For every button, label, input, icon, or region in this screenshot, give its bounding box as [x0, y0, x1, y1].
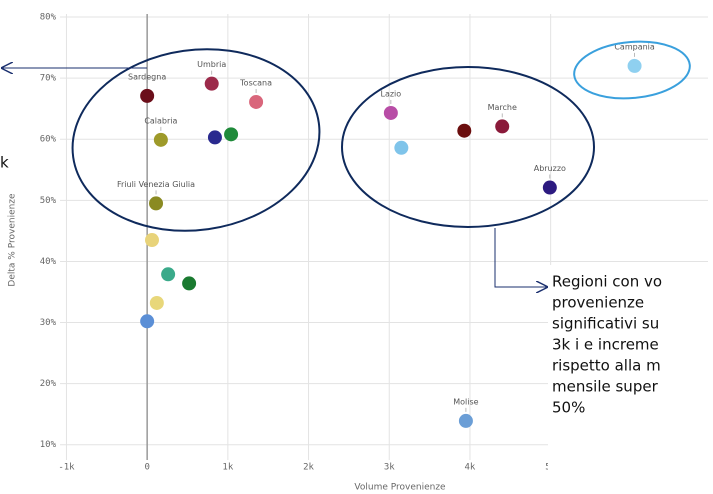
ellipse: [71, 48, 321, 232]
x-tick-label: 0: [144, 463, 149, 473]
y-tick-label: 10%: [40, 440, 57, 450]
point: [149, 196, 164, 211]
point: [140, 314, 155, 329]
annotation-line: 3k i e increme: [552, 336, 659, 354]
annotation-line: mensile super: [552, 378, 659, 396]
y-tick-label: 20%: [40, 379, 57, 389]
arrow: [494, 228, 547, 287]
point-label: Friuli Venezia Giulia: [117, 180, 195, 189]
point-label: Campania: [614, 42, 655, 51]
point: [495, 119, 510, 134]
point: [458, 413, 473, 428]
point-label: Marche: [488, 103, 517, 112]
point: [140, 88, 155, 103]
point: [394, 140, 409, 155]
point: [627, 58, 642, 73]
point: [153, 132, 168, 147]
x-tick-label: 1k: [222, 463, 233, 473]
point-label: Sardegna: [128, 72, 166, 81]
point-label: Toscana: [239, 78, 272, 87]
y-tick-label: 70%: [40, 74, 57, 84]
annotation-line: rispetto alla m: [552, 357, 661, 375]
points: Sardegna Umbria Toscana Calabria Friuli Vene…: [117, 42, 655, 428]
y-tick-label: 50%: [40, 196, 57, 206]
point: [224, 127, 239, 142]
x-tick-label: 4k: [465, 463, 476, 473]
point-label: Calabria: [144, 116, 177, 125]
x-tick-label: -1k: [58, 463, 75, 473]
y-tick-label: 60%: [40, 135, 57, 145]
x-tick-label: 2k: [303, 463, 314, 473]
x-tick-label: 3k: [384, 463, 395, 473]
y-tick-label: 40%: [40, 257, 57, 267]
y-tick-label: 30%: [40, 318, 57, 328]
annotation: Regioni con vo provenienze significativi s…: [552, 273, 662, 417]
annotation-line: provenienze: [552, 294, 644, 312]
point-label: Molise: [453, 397, 478, 406]
point-label: Lazio: [381, 89, 402, 98]
point: [149, 295, 164, 310]
point-label: Umbria: [197, 60, 226, 69]
ellipse: [573, 40, 691, 100]
point: [457, 123, 472, 138]
point: [144, 233, 159, 248]
annotation-line: significativi su: [552, 315, 659, 333]
point: [207, 130, 222, 145]
y-tick-label: 80%: [40, 13, 57, 23]
point: [182, 276, 197, 291]
annotation-line: Regioni con vo: [552, 273, 662, 291]
annotation-background: [548, 265, 713, 494]
point: [161, 267, 176, 282]
text-fragment: k: [0, 154, 9, 172]
point-label: Abruzzo: [534, 164, 566, 173]
ellipse: [341, 66, 595, 228]
annotation-line: 50%: [552, 399, 585, 417]
x-axis-label: Volume Provenienze: [354, 483, 446, 493]
point: [204, 76, 219, 91]
y-axis-label: Delta % Provenienze: [8, 193, 18, 287]
point: [383, 105, 398, 120]
point: [249, 94, 264, 109]
point: [542, 180, 557, 195]
